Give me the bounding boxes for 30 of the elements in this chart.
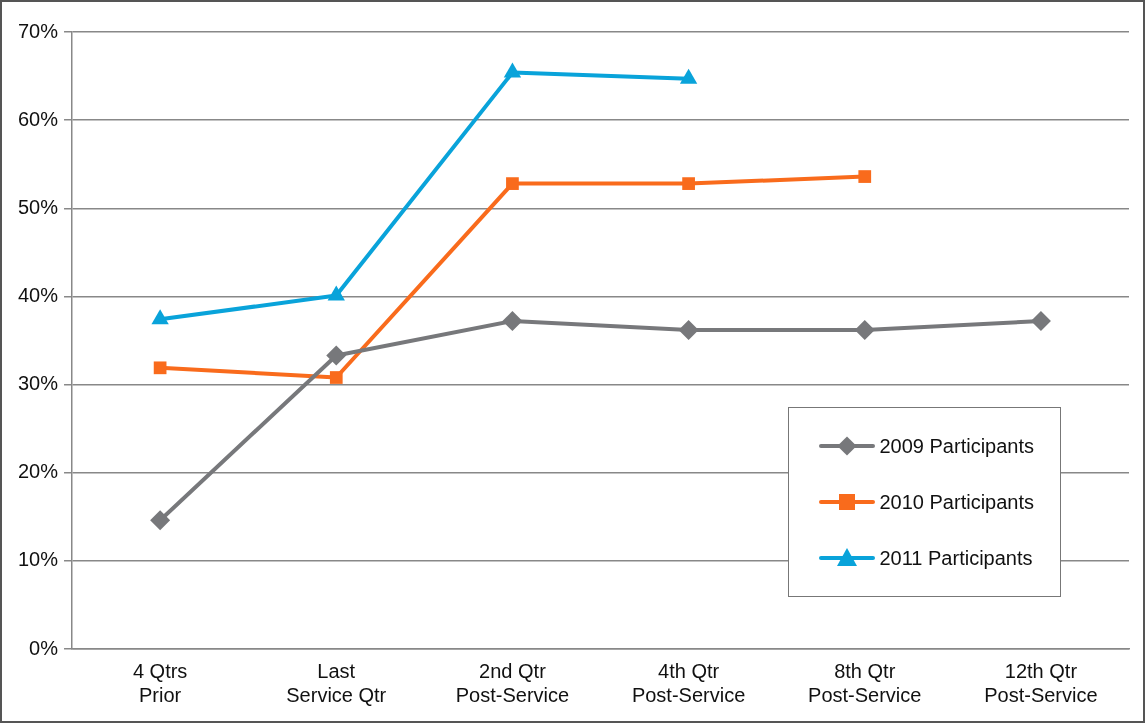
point — [1030, 311, 1051, 332]
x-tick-label: 2nd Qtr Post-Service — [455, 659, 570, 706]
point — [503, 62, 522, 78]
point — [153, 361, 167, 375]
point — [854, 319, 875, 340]
x-tick-label: Last Service Qtr — [286, 659, 387, 706]
x-tick-label: 8th Qtr Post-Service — [808, 659, 922, 706]
legend-label: 2011 Participants — [879, 546, 1033, 570]
legend-label: 2010 Participants — [879, 490, 1034, 514]
y-tick-label: 20% — [18, 460, 59, 483]
y-tick-label: 70% — [18, 19, 59, 42]
point — [150, 510, 171, 531]
point — [682, 177, 695, 190]
y-tick-label: 40% — [18, 283, 59, 306]
point — [506, 177, 519, 190]
x-tick-label: 4th Qtr Post-Service — [631, 659, 746, 706]
point — [679, 68, 698, 84]
point — [858, 170, 872, 183]
y-tick-label: 30% — [18, 372, 59, 395]
point — [502, 311, 523, 332]
x-tick-label: 4 Qtrs Prior — [132, 659, 188, 706]
legend-label: 2009 Participants — [879, 434, 1034, 458]
y-tick-label: 60% — [18, 107, 59, 130]
point — [329, 371, 343, 384]
y-tick-label: 0% — [29, 636, 59, 659]
point — [326, 345, 347, 366]
y-tick-label: 50% — [18, 195, 59, 218]
point — [678, 319, 699, 340]
y-tick-label: 10% — [18, 548, 59, 571]
x-tick-label: 12th Qtr Post-Service — [984, 659, 1098, 706]
